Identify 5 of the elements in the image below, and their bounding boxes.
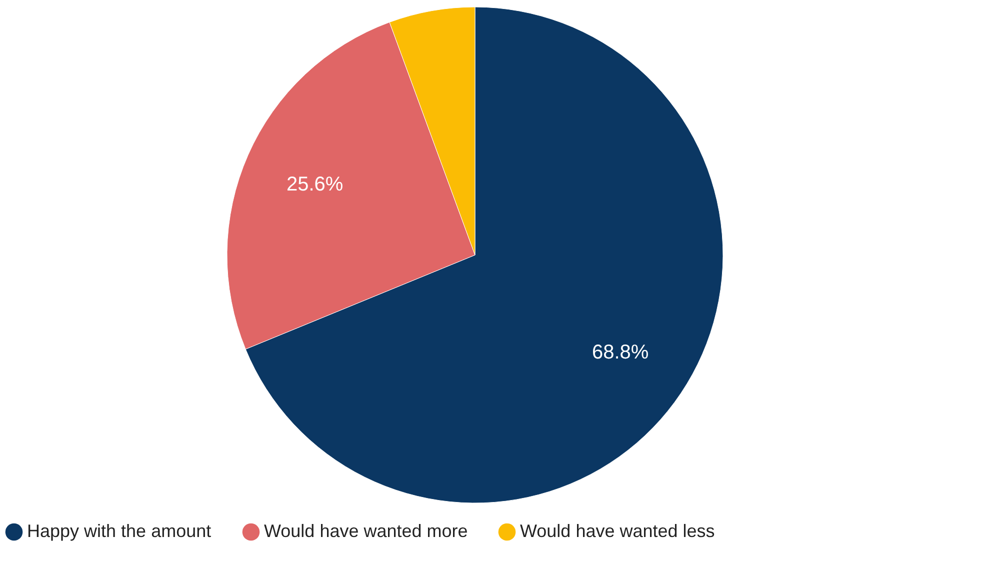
- legend-label: Happy with the amount: [27, 521, 212, 541]
- legend-label: Would have wanted more: [264, 521, 468, 541]
- data-label: 68.8%: [592, 341, 649, 364]
- legend-label: Would have wanted less: [520, 521, 715, 541]
- data-label: 25.6%: [286, 173, 344, 196]
